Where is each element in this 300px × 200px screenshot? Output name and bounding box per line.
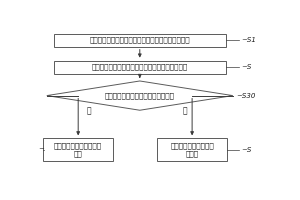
Text: ~S1: ~S1 [241, 37, 256, 43]
Bar [54, 34, 226, 47]
Bar [43, 138, 113, 161]
Bar [54, 61, 226, 74]
Text: ~S30: ~S30 [236, 93, 256, 99]
Text: 否: 否 [183, 107, 188, 116]
Text: ~S: ~S [241, 64, 251, 70]
Text: ~S: ~S [241, 147, 251, 153]
Text: 控制打孔装置停止工作，以获取至少一根烟支不打孔: 控制打孔装置停止工作，以获取至少一根烟支不打孔 [89, 37, 190, 43]
Polygon shape [47, 81, 233, 110]
Text: 控制漏气检测器对全部未打孔的烟支进行漏气检测: 控制漏气检测器对全部未打孔的烟支进行漏气检测 [92, 64, 188, 70]
Text: 则判定所述漏气检测器为
正常: 则判定所述漏气检测器为 正常 [54, 142, 102, 157]
Text: 判断全部未打孔的烟支是否均不合格: 判断全部未打孔的烟支是否均不合格 [105, 92, 175, 99]
Text: ~: ~ [39, 147, 44, 153]
Text: 是: 是 [86, 107, 91, 116]
Text: 则判定所述漏气检测器
为失效: 则判定所述漏气检测器 为失效 [170, 142, 214, 157]
Bar [157, 138, 227, 161]
